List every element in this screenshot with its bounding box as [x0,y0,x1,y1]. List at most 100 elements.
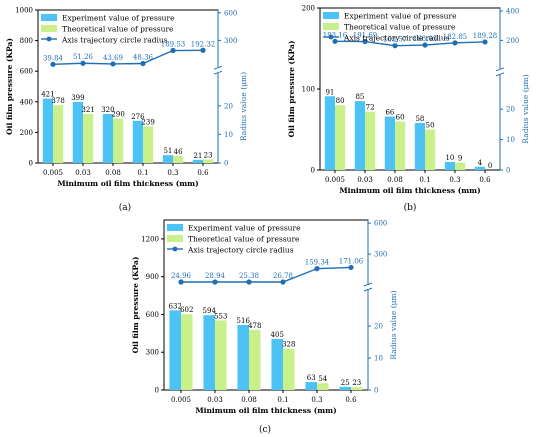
radius-point [348,264,354,271]
bar-theory [351,387,363,390]
y2-tick-label: 400 [506,7,519,15]
radius-value-label: 171.06 [339,257,364,265]
x-tick-label: 0.005 [43,169,63,177]
bar-value-label: 72 [366,104,375,112]
bar-theory [173,155,184,163]
radius-value-label: 51.26 [73,53,94,61]
y-axis-title: Oil film pressure (KPa) [287,41,296,138]
bar-theory [181,314,193,390]
legend-swatch-theory [41,25,57,32]
bar-experiment [102,114,113,163]
x-axis-title: Minimum oil film thickness (mm) [57,179,198,188]
bar-theory [143,126,154,163]
bar-experiment [324,96,335,170]
panel-caption: (b) [404,202,417,213]
radius-value-label: 168.05 [413,35,438,43]
bar-experiment [192,159,203,163]
y2-tick-label: 20 [506,106,515,114]
y-tick-label: 1000 [15,7,33,15]
x-tick-label: 0.005 [325,176,345,184]
bar-value-label: 23 [352,379,361,387]
bar-theory [53,105,64,163]
y-axis-title: Oil film pressure (KPa) [131,257,140,354]
bar-value-label: 553 [214,312,227,320]
radius-value-label: 191.69 [353,32,378,40]
x-axis-title: Minimum oil film thickness (mm) [195,406,336,415]
y2-tick-label: 300 [374,251,387,259]
bar-experiment [474,166,485,170]
bar-value-label: 328 [282,341,295,349]
axis-break-mark [363,282,373,287]
y2-tick-label: 300 [224,37,237,45]
bar-value-label: 46 [174,148,183,156]
bar-experiment [42,98,53,163]
radius-point [80,60,86,66]
bar-value-label: 421 [41,91,54,99]
axis-break-mark [363,287,373,292]
bar-experiment [132,120,143,163]
x-tick-label: 0.6 [345,396,357,404]
legend-label-theory: Theoretical value of pressure [188,235,300,244]
radius-line [52,49,204,65]
legend: Experiment value of pressure Theoretical … [323,12,457,43]
bar-theory [113,118,124,163]
y-tick-label: 0 [155,387,159,395]
legend: Experiment value of pressure Theoretical … [167,224,301,255]
bar-experiment [169,310,181,390]
y-axis-title: Oil film pressure (KPa) [5,38,14,135]
radius-value-label: 25.38 [239,272,259,280]
bar-value-label: 58 [415,115,424,123]
panel-caption: (a) [119,202,131,213]
x-tick-label: 0.6 [197,169,209,177]
radius-value-label: 192.32 [191,40,216,48]
y2-axis-title: Radius value (μm) [389,290,398,359]
radius-value-label: 43.69 [103,54,123,62]
y-tick-label: 900 [146,273,159,281]
y2-tick-label: 600 [374,220,387,228]
bar-theory [365,111,376,170]
radius-value-label: 48.36 [133,54,154,62]
radius-point [392,43,398,49]
radius-value-label: 26.78 [273,272,293,280]
bar-value-label: 478 [248,322,261,330]
bar-value-label: 9 [458,155,462,163]
legend-label-experiment: Experiment value of pressure [188,224,301,233]
legend-label-experiment: Experiment value of pressure [344,12,457,21]
radius-value-label: 24.96 [171,272,192,280]
bar-theory [455,162,466,170]
y2-tick-label: 0 [506,167,510,175]
legend-label-theory: Theoretical value of pressure [62,25,174,34]
radius-value-label: 189.28 [473,32,498,40]
bar-value-label: 320 [101,106,114,114]
bar-value-label: 80 [336,97,345,105]
bar-theory [215,320,227,390]
radius-point [422,42,428,48]
y-tick-label: 300 [146,349,159,357]
radius-point [280,279,286,285]
radius-point [178,279,184,285]
legend-swatch-theory [167,235,183,242]
legend-swatch-theory [323,23,339,30]
x-tick-label: 0.005 [171,396,191,404]
legend: Experiment value of pressure Theoretical … [41,14,175,45]
bar-value-label: 4 [478,159,483,167]
legend-marker [328,34,334,40]
bar-value-label: 21 [193,152,202,160]
radius-value-label: 189.53 [161,41,186,49]
y-tick-label: 100 [302,86,315,94]
x-tick-label: 0.08 [387,176,403,184]
bar-experiment [444,161,455,170]
x-axis-title: Minimum oil film thickness (mm) [339,186,480,195]
bar-value-label: 23 [204,151,213,159]
bar-value-label: 91 [325,88,334,96]
bar-theory [317,383,329,390]
bar-theory [283,348,295,390]
panel-caption: (c) [259,424,271,435]
y2-tick-label: 20 [374,323,383,331]
x-tick-label: 0.08 [105,169,121,177]
bar-experiment [384,116,395,170]
bar-experiment [162,155,173,163]
y2-tick-label: 0 [374,387,378,395]
